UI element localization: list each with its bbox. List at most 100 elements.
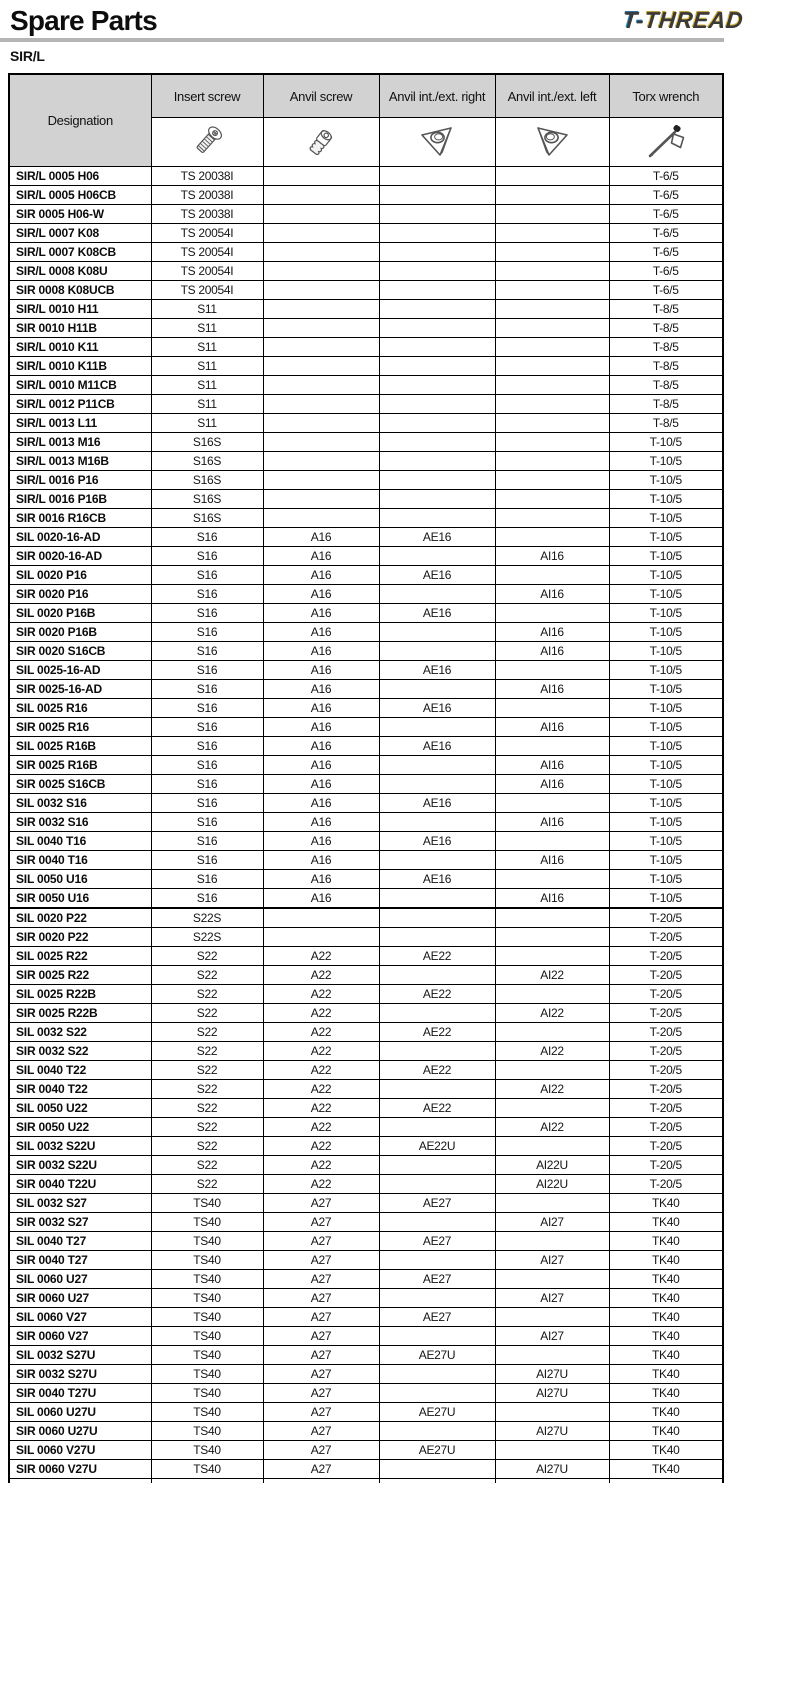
table-row: SIL 0020 P16B S16 A16 AE16 T-10/5 xyxy=(8,603,724,623)
anvil-int-ext-right-cell xyxy=(378,622,496,642)
table-row: SIR 0032 S22 S22 A22 AI22 T-20/5 xyxy=(8,1041,724,1061)
designation-cell: SIR/L 0010 H11 xyxy=(8,299,152,319)
table-row: SIR/L 0008 K08U TS 20054I T-6/5 xyxy=(8,261,724,281)
anvil-screw-cell xyxy=(262,299,380,319)
insert-screw-column-header: Insert screw xyxy=(150,73,264,118)
anvil-screw-cell: A16 xyxy=(262,527,380,547)
table-row: SIR 0025 R22 S22 A22 AI22 T-20/5 xyxy=(8,965,724,985)
anvil-screw-cell: A16 xyxy=(262,812,380,832)
cutoff-stub-cell xyxy=(378,1478,496,1483)
designation-cell: SIR 0025 R22B xyxy=(8,1003,152,1023)
designation-cell: SIR 0025 R16 xyxy=(8,717,152,737)
designation-cell: SIL 0050 U16 xyxy=(8,869,152,889)
anvil-screw-cell xyxy=(262,204,380,224)
anvil-screw-cell: A22 xyxy=(262,946,380,966)
table-row: SIR 0032 S16 S16 A16 AI16 T-10/5 xyxy=(8,812,724,832)
anvil-int-ext-left-column-header: Anvil int./ext. left xyxy=(494,73,610,118)
anvil-int-ext-left-cell xyxy=(494,565,610,585)
anvil-screw-cell: A27 xyxy=(262,1288,380,1308)
anvil-int-ext-left-cell xyxy=(494,432,610,452)
anvil-int-ext-left-cell: AI22 xyxy=(494,1003,610,1023)
torx-wrench-cell: T-10/5 xyxy=(608,546,724,566)
table-row: SIR/L 0016 P16 S16S T-10/5 xyxy=(8,470,724,490)
anvil-screw-cell: A16 xyxy=(262,888,380,909)
anvil-screw-cell: A27 xyxy=(262,1383,380,1403)
designation-cell: SIR/L 0005 H06 xyxy=(8,166,152,186)
torx-wrench-cell: T-20/5 xyxy=(608,1098,724,1118)
table-row: SIL 0060 V27U TS40 A27 AE27U TK40 xyxy=(8,1440,724,1460)
anvil-int-ext-right-cell xyxy=(378,717,496,737)
anvil-screw-cell: A22 xyxy=(262,1079,380,1099)
anvil-screw-cell: A22 xyxy=(262,1155,380,1175)
table-row: SIR/L 0013 M16 S16S T-10/5 xyxy=(8,432,724,452)
torx-wrench-cell: TK40 xyxy=(608,1212,724,1232)
designation-cell: SIR 0040 T27 xyxy=(8,1250,152,1270)
designation-cell: SIL 0020 P16B xyxy=(8,603,152,623)
insert-screw-cell: S16S xyxy=(150,508,264,528)
table-row: SIR/L 0010 K11B S11 T-8/5 xyxy=(8,356,724,376)
anvil-int-ext-left-cell xyxy=(494,927,610,947)
insert-screw-cell: S22 xyxy=(150,1022,264,1042)
insert-screw-cell: S16 xyxy=(150,679,264,699)
anvil-int-ext-right-cell xyxy=(378,261,496,281)
anvil-int-ext-right-cell xyxy=(378,927,496,947)
torx-wrench-cell: T-10/5 xyxy=(608,698,724,718)
designation-cell: SIR/L 0013 M16B xyxy=(8,451,152,471)
anvil-int-ext-right-cell xyxy=(378,907,496,928)
table-header: Designation Insert screw Anvil screw Anv… xyxy=(8,73,724,167)
torx-wrench-cell: T-10/5 xyxy=(608,660,724,680)
designation-cell: SIL 0032 S16 xyxy=(8,793,152,813)
insert-screw-cell: TS40 xyxy=(150,1459,264,1479)
insert-screw-cell: TS 20038I xyxy=(150,204,264,224)
insert-screw-cell: TS40 xyxy=(150,1212,264,1232)
torx-wrench-cell: TK40 xyxy=(608,1383,724,1403)
designation-cell: SIR 0020 P16 xyxy=(8,584,152,604)
anvil-screw-cell: A27 xyxy=(262,1212,380,1232)
insert-screw-cell: S22 xyxy=(150,1136,264,1156)
anvil-screw-cell: A27 xyxy=(262,1459,380,1479)
anvil-int-ext-left-cell xyxy=(494,261,610,281)
anvil-int-ext-right-cell xyxy=(378,375,496,395)
insert-screw-cell: S16 xyxy=(150,831,264,851)
anvil-int-ext-left-cell xyxy=(494,946,610,966)
torx-wrench-cell: T-6/5 xyxy=(608,242,724,262)
anvil-int-ext-right-cell xyxy=(378,641,496,661)
anvil-int-ext-right-cell xyxy=(378,1174,496,1194)
table-row: SIR 0032 S27 TS40 A27 AI27 TK40 xyxy=(8,1212,724,1232)
designation-cell: SIL 0040 T27 xyxy=(8,1231,152,1251)
insert-screw-cell: TS 20038I xyxy=(150,166,264,186)
anvil-int-ext-left-cell xyxy=(494,318,610,338)
table-row: SIR/L 0005 H06 TS 20038I T-6/5 xyxy=(8,166,724,186)
torx-wrench-cell: T-20/5 xyxy=(608,1136,724,1156)
anvil-int-ext-left-cell: AI22 xyxy=(494,1041,610,1061)
table-row: SIL 0050 U22 S22 A22 AE22 T-20/5 xyxy=(8,1098,724,1118)
anvil-int-ext-right-cell xyxy=(378,204,496,224)
anvil-int-ext-right-cell: AE16 xyxy=(378,603,496,623)
designation-cell: SIR/L 0016 P16 xyxy=(8,470,152,490)
designation-cell: SIL 0060 V27U xyxy=(8,1440,152,1460)
anvil-screw-cell: A27 xyxy=(262,1402,380,1422)
insert-screw-cell: S11 xyxy=(150,375,264,395)
anvil-int-ext-left-cell xyxy=(494,166,610,186)
anvil-int-ext-right-cell xyxy=(378,888,496,909)
logo-t-part: T- xyxy=(620,6,645,32)
anvil-int-ext-right-cell xyxy=(378,1117,496,1137)
anvil-int-ext-left-cell xyxy=(494,280,610,300)
anvil-int-ext-left-cell: AI27U xyxy=(494,1364,610,1384)
anvil-int-ext-left-cell xyxy=(494,1193,610,1213)
anvil-int-ext-left-cell: AI22 xyxy=(494,965,610,985)
title-divider xyxy=(0,38,724,42)
torx-wrench-cell: TK40 xyxy=(608,1459,724,1479)
table-row: SIR 0020 P16 S16 A16 AI16 T-10/5 xyxy=(8,584,724,604)
table-row: SIL 0032 S22U S22 A22 AE22U T-20/5 xyxy=(8,1136,724,1156)
designation-cell: SIL 0032 S27 xyxy=(8,1193,152,1213)
designation-cell: SIR 0060 V27 xyxy=(8,1326,152,1346)
insert-screw-cell: S16 xyxy=(150,527,264,547)
insert-screw-cell: TS40 xyxy=(150,1383,264,1403)
torx-wrench-cell: T-10/5 xyxy=(608,774,724,794)
anvil-int-ext-right-cell xyxy=(378,1079,496,1099)
anvil-screw-cell: A22 xyxy=(262,1003,380,1023)
anvil-screw-cell xyxy=(262,451,380,471)
page-header: Spare Parts T-THREAD SIR/L xyxy=(0,0,800,64)
designation-cell: SIL 0020 P16 xyxy=(8,565,152,585)
